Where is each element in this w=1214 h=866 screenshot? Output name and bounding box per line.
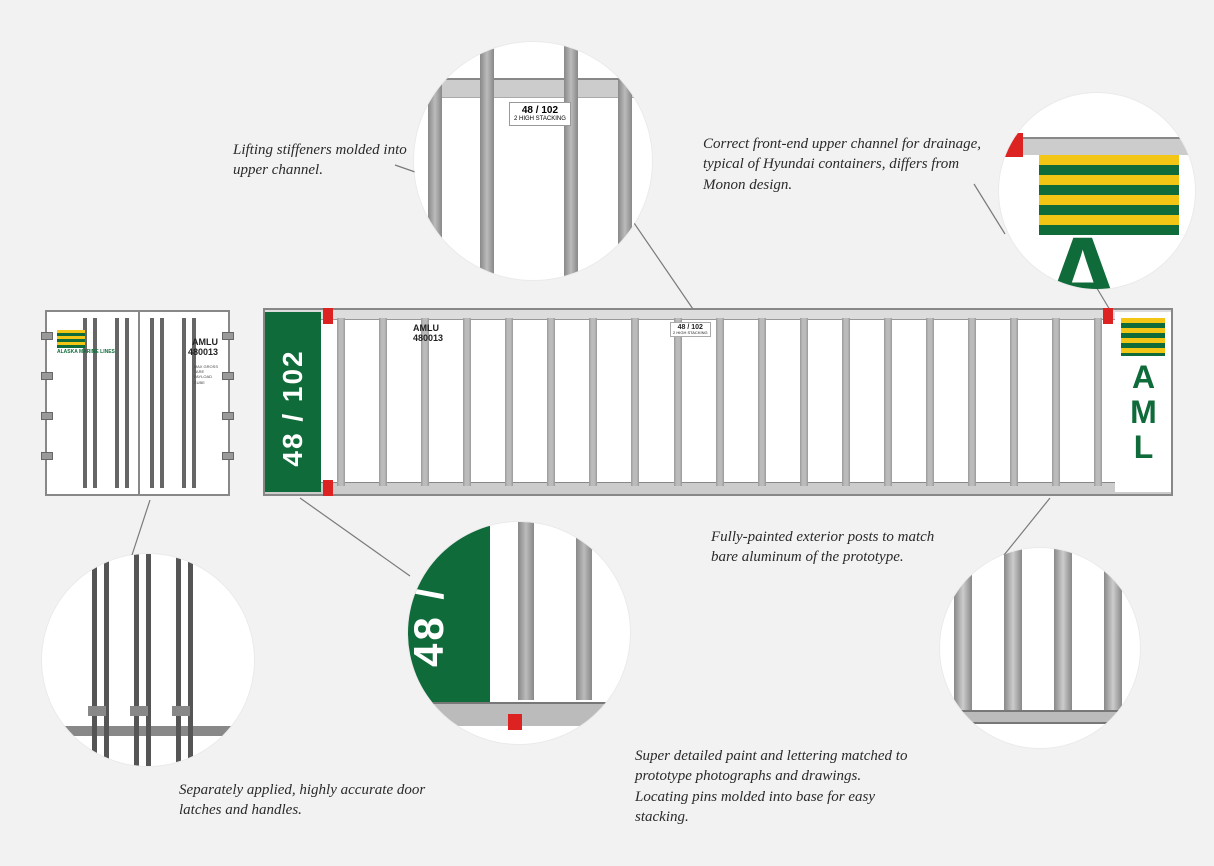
detail-door-latches xyxy=(42,554,254,766)
placard-stacking: 2 HIGH STACKING xyxy=(514,116,566,123)
detail-upper-channel: 48 / 102 2 HIGH STACKING xyxy=(414,42,652,280)
placard-size: 48 / 102 xyxy=(514,105,566,116)
callout-paint: Super detailed paint and lettering match… xyxy=(635,746,915,827)
id-number: 480013 xyxy=(413,334,443,344)
size-marking: 48 / 102 xyxy=(277,348,309,468)
placard-stack-side: 2 HIGH STACKING xyxy=(673,331,708,335)
callout-posts: Fully-painted exterior posts to match ba… xyxy=(711,527,946,568)
container-end-view: ALASKA MARINE LINES AMLU 480013 MAX GROS… xyxy=(45,310,230,496)
container-side-view: 48 / 102 AMLU 480013 48 / 102 2 HIGH STA… xyxy=(263,308,1173,496)
detail-front-corner: A xyxy=(999,93,1195,289)
callout-latches: Separately applied, highly accurate door… xyxy=(179,780,439,821)
container-id-end: AMLU 480013 xyxy=(188,338,218,358)
detail-exterior-posts xyxy=(940,548,1140,748)
logo-l: L xyxy=(1115,430,1171,465)
end-logo-stripes xyxy=(57,330,85,348)
logo-stripes xyxy=(1121,318,1165,356)
logo-letter-a: A xyxy=(1043,233,1122,289)
logo-a: A xyxy=(1115,360,1171,395)
container-id-side: AMLU 480013 xyxy=(413,324,443,344)
detail-green-panel: 48 / xyxy=(408,522,630,744)
end-logo-text: ALASKA MARINE LINES xyxy=(57,350,115,355)
logo-m: M xyxy=(1115,395,1171,430)
callout-stiffeners: Lifting stiffeners molded into upper cha… xyxy=(233,140,433,181)
detail-size-text: 48 / xyxy=(408,585,453,667)
callout-front-channel: Correct front-end upper channel for drai… xyxy=(703,134,983,195)
id-number-end: 480013 xyxy=(188,348,218,358)
placard-side: 48 / 102 2 HIGH STACKING xyxy=(670,322,711,337)
logo-panel: A M L xyxy=(1115,312,1171,492)
spec-text: MAX GROSSTAREPAYLOADCUBE xyxy=(194,364,218,385)
